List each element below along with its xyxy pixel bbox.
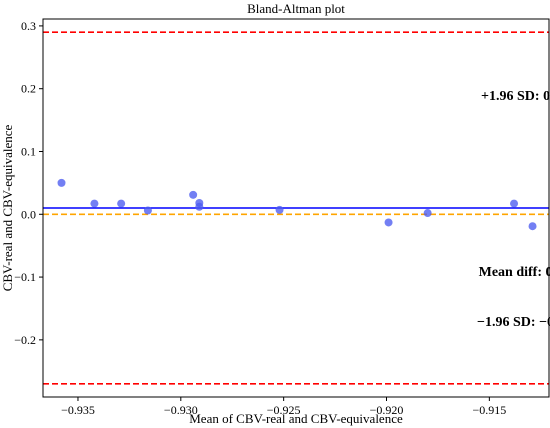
data-points xyxy=(57,178,537,231)
plot-frame xyxy=(42,18,550,398)
upper-limit-label: +1.96 SD: 0.29 xyxy=(481,89,550,104)
data-point xyxy=(195,198,204,207)
x-axis-label: Mean of CBV-real and CBV-equivalence xyxy=(189,411,403,426)
y-tick-label: 0.0 xyxy=(21,207,36,221)
chart-title: Bland-Altman plot xyxy=(247,1,345,16)
x-tick-label: −0.925 xyxy=(267,403,301,417)
data-point xyxy=(143,206,152,215)
y-axis-label: CBV-real and CBV-equivalence xyxy=(0,124,15,291)
y-axis-ticks: 0.3 0.2 0.1 0.0 −0.1 −0.2 xyxy=(14,19,43,347)
x-tick-label: −0.930 xyxy=(164,403,198,417)
lower-limit-label: −1.96 SD: −0.27 xyxy=(477,315,550,330)
data-point xyxy=(57,178,66,187)
data-point xyxy=(510,199,519,208)
y-tick-label: −0.1 xyxy=(14,270,36,284)
x-tick-label: −0.915 xyxy=(472,403,506,417)
y-tick-label: −0.2 xyxy=(14,333,36,347)
data-point xyxy=(528,222,537,231)
data-point xyxy=(384,218,393,227)
data-point xyxy=(189,190,198,199)
x-tick-label: −0.920 xyxy=(370,403,404,417)
x-tick-label: −0.935 xyxy=(61,403,95,417)
mean-diff-label: Mean diff: 0.01 xyxy=(479,265,550,280)
reference-lines xyxy=(43,31,549,385)
y-tick-label: 0.2 xyxy=(21,82,36,96)
y-tick-label: 0.3 xyxy=(21,19,36,33)
data-point xyxy=(90,199,99,208)
y-tick-label: 0.1 xyxy=(21,144,36,158)
data-point xyxy=(117,199,126,208)
data-point xyxy=(423,209,432,218)
data-point xyxy=(275,205,284,214)
x-axis-ticks: −0.935 −0.930 −0.925 −0.920 −0.915 xyxy=(61,397,506,417)
